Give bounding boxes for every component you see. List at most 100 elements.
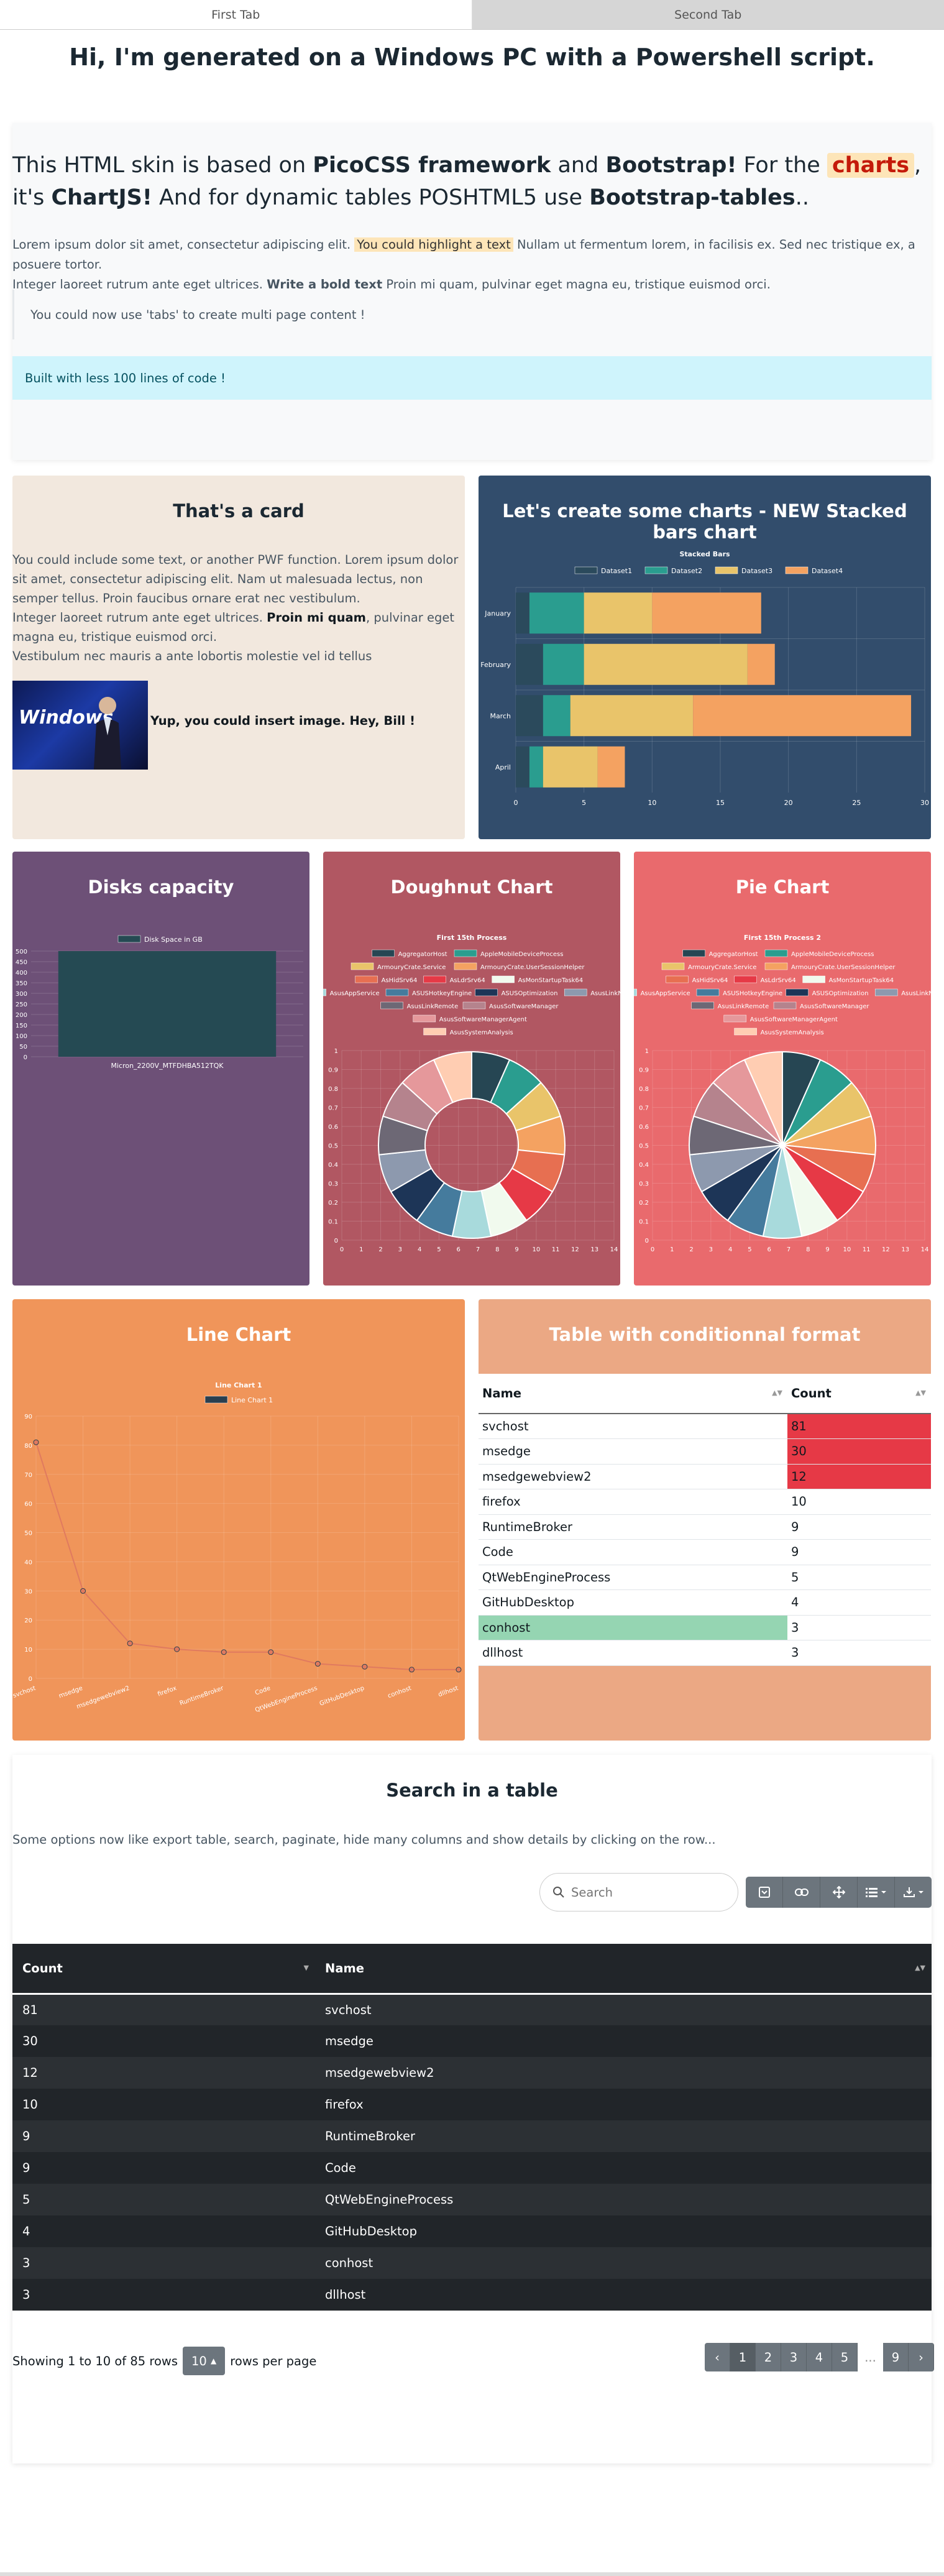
card-text: That's a card You could include some tex… [12, 476, 465, 839]
search-input[interactable] [571, 1882, 726, 1902]
legend-swatch [715, 566, 738, 574]
tick-label: 5 [582, 799, 586, 807]
card-disks: Disks capacity Disk Space in GB 0 50 100 150… [12, 852, 309, 1286]
tick-label: 30 [920, 799, 929, 807]
tick-label: RuntimeBroker [179, 1685, 225, 1707]
tick-label: 40 [24, 1559, 32, 1566]
table-row[interactable]: 4 GitHubDesktop [12, 2215, 932, 2247]
count-cell: 9 [22, 2161, 30, 2175]
caret-up-icon: ▲ [211, 2357, 217, 2365]
legend-label: ArmouryCrate.Service [377, 964, 446, 971]
page-button[interactable]: 3 [781, 2343, 807, 2371]
pagination-info: Showing 1 to 10 of 85 rows 10 ▲ rows per… [12, 2347, 316, 2375]
tab-second[interactable]: Second Tab [472, 0, 944, 30]
legend-swatch [661, 962, 685, 970]
legend-label: AppleMobileDeviceProcess [791, 951, 874, 958]
columns-button[interactable] [858, 1877, 895, 1908]
bar [516, 643, 543, 685]
tick-label: 0.1 [639, 1219, 649, 1226]
tick-label: 10 [532, 1246, 540, 1253]
data-point [174, 1646, 180, 1652]
table-row[interactable]: 3 dllhost [12, 2279, 932, 2311]
data-point [268, 1649, 274, 1655]
card-cond-table: Table with conditionnal format Name ▲▼ Co… [479, 1299, 931, 1741]
tick-label: 0.9 [639, 1067, 649, 1074]
table-row[interactable]: 81 svchost [12, 1994, 932, 2025]
table-row[interactable]: 9 RuntimeBroker [12, 2120, 932, 2152]
chart-title: First 15th Process [437, 934, 507, 942]
tab-bar: First Tab Second Tab [0, 0, 944, 30]
legend-swatch [723, 1014, 747, 1023]
col-name-header[interactable]: Name ▲▼ [315, 1944, 932, 1995]
bar [584, 592, 653, 634]
page-button[interactable]: 1 [730, 2343, 756, 2371]
toggle-view-button[interactable] [746, 1877, 783, 1908]
count-cell: 10 [22, 2097, 38, 2112]
table-row[interactable]: 9 Code [12, 2152, 932, 2184]
legend-swatch [564, 988, 587, 996]
col-count-header[interactable]: Count ▲▼ [787, 1374, 931, 1414]
chart-title: Line Chart 1 [215, 1381, 262, 1389]
tick-label: 0 [334, 1238, 338, 1244]
table-row[interactable]: 5 QtWebEngineProcess [12, 2184, 932, 2215]
page-button[interactable]: 9 [883, 2343, 909, 2371]
table-row[interactable]: 12 msedgewebview2 [12, 2057, 932, 2089]
table-row[interactable]: 10 firefox [12, 2089, 932, 2120]
search-title: Search in a table [386, 1780, 558, 1801]
tick-label: 7 [787, 1246, 790, 1253]
card-pie: Pie Chart First 15th Process 2 Aggregator… [634, 852, 931, 1286]
data-table: Count ▼ Name ▲▼ 81 svchost 30 msedge 12 msedgew… [12, 1944, 932, 2311]
series-line [35, 1442, 459, 1670]
card-stacked-bars: Let's create some charts - NEW Stacked b… [479, 476, 931, 839]
tick-label: 250 [16, 1001, 27, 1008]
page-size-select[interactable]: 10 ▲ [183, 2347, 226, 2375]
table-row: dllhost 3 [479, 1640, 931, 1666]
page-button[interactable]: 4 [807, 2343, 832, 2371]
name-cell: QtWebEngineProcess [315, 2184, 932, 2215]
tick-label: 6 [457, 1246, 461, 1253]
sort-icon: ▲▼ [772, 1389, 782, 1397]
tick-label: 30 [24, 1588, 32, 1595]
name-cell: msedgewebview2 [479, 1464, 787, 1489]
table-row[interactable]: 3 conhost [12, 2247, 932, 2279]
tick-label: 90 [24, 1414, 32, 1420]
col-name-header[interactable]: Name ▲▼ [479, 1374, 787, 1414]
tick-label: 5 [437, 1246, 441, 1253]
tick-label: 0.6 [328, 1124, 338, 1131]
count-cell: 9 [787, 1539, 931, 1565]
col-count-header[interactable]: Count ▼ [12, 1944, 315, 1995]
export-button[interactable] [895, 1877, 932, 1908]
legend-swatch [413, 1014, 436, 1023]
tick-label: 0.1 [328, 1219, 338, 1226]
count-cell: 9 [12, 2120, 315, 2152]
legend-label: AsLdrSrv64 [761, 977, 796, 984]
person-figure [94, 697, 121, 770]
table-toolbar [746, 1877, 932, 1908]
fullscreen-button[interactable] [820, 1877, 858, 1908]
tick-label: 9 [515, 1246, 518, 1253]
legend-label: ASUSHotkeyEngine [723, 990, 782, 997]
tick-label: svchost [12, 1685, 37, 1699]
legend-label: Dataset2 [671, 567, 702, 575]
card-doughnut: Doughnut Chart First 15th Process Aggrega… [323, 852, 620, 1286]
card-title: Pie Chart [735, 876, 830, 898]
page-button[interactable]: 5 [832, 2343, 858, 2371]
copy-link-button[interactable] [783, 1877, 820, 1908]
count-cell: 3 [787, 1615, 931, 1640]
table-row[interactable]: 30 msedge [12, 2025, 932, 2057]
legend-label: Disk Space in GB [144, 936, 203, 944]
tab-first[interactable]: First Tab [0, 0, 472, 30]
tick-label: 450 [16, 959, 27, 966]
prev-page-button[interactable]: ‹ [705, 2343, 730, 2371]
bar [652, 592, 761, 634]
tick-label: January [484, 609, 511, 617]
legend-swatch [423, 975, 446, 983]
legend-swatch [574, 566, 598, 574]
tick-label: 80 [24, 1443, 32, 1450]
legend-swatch [323, 988, 326, 996]
next-page-button[interactable]: › [909, 2343, 934, 2371]
page-button[interactable]: 2 [756, 2343, 781, 2371]
data-point [221, 1649, 227, 1655]
name-cell: msedgewebview2 [315, 2057, 932, 2089]
legend-swatch [423, 1028, 446, 1036]
